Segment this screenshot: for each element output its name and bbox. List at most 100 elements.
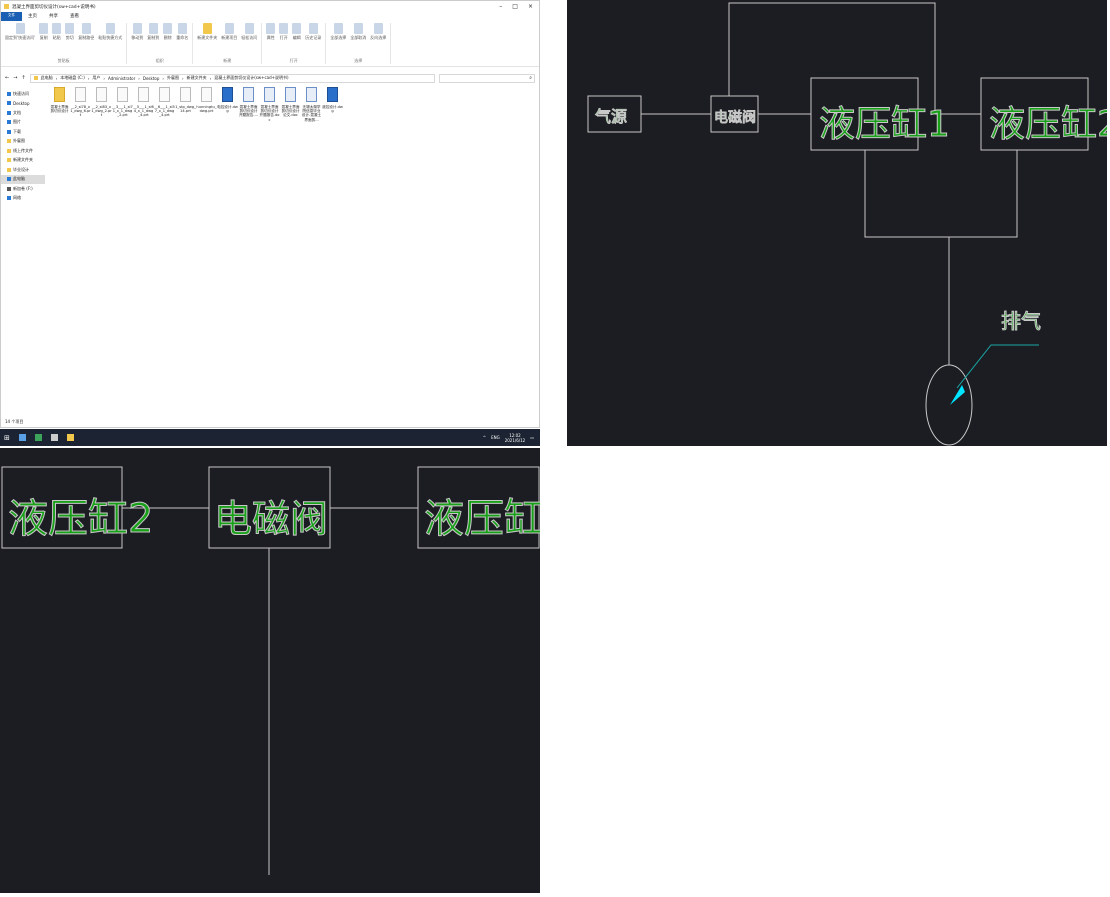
ribbon-button[interactable]: 复制 <box>39 23 49 41</box>
file-item[interactable]: __3___1_sl71_x_1_dwg_2.prt <box>112 87 133 122</box>
ribbon-button-label: 新建项目 <box>221 35 238 40</box>
nav-label: 下载 <box>13 128 21 134</box>
ribbon-button[interactable]: 反向选择 <box>370 23 386 41</box>
tab-home[interactable]: 主页 <box>28 14 37 19</box>
back-button[interactable]: ← <box>5 75 10 81</box>
file-item[interactable]: 混凝土界面剪切仪设计 开题报告-... <box>238 87 259 122</box>
forward-button[interactable]: → <box>13 75 18 81</box>
file-item[interactable]: 混凝土界面剪切仪设计 开题报告.doc <box>259 87 280 122</box>
breadcrumb-item[interactable]: Administrator <box>107 75 136 81</box>
file-item[interactable]: hunningtu_dwg.prt <box>196 87 217 122</box>
file-item[interactable]: __2_sl78_x1_dwg_6.prt <box>70 87 91 122</box>
address-bar[interactable]: 此电脑 › 本地磁盘 (C:) › 用户 › Administrator › Desktop › 外… <box>29 73 435 83</box>
nav-this-pc[interactable]: 此电脑 <box>1 174 45 184</box>
prt-file-icon <box>138 87 149 102</box>
nav-item[interactable]: 下载 <box>1 127 45 137</box>
doc-file-icon <box>306 87 317 102</box>
minimize-button[interactable]: – <box>499 3 503 10</box>
language-indicator[interactable]: ENG <box>491 435 500 440</box>
file-item[interactable]: __2_sl83_x1_dwg_2.prt <box>91 87 112 122</box>
ribbon-icon <box>244 23 254 34</box>
file-item[interactable]: 1_stp_dwg_14.prt <box>175 87 196 122</box>
file-name: 1_stp_dwg_14.prt <box>175 105 196 114</box>
file-item[interactable]: 无锡太湖学院信息毕业设计-混凝土界面剪... <box>301 87 322 122</box>
ribbon-button[interactable]: 粘贴快捷方式 <box>98 23 122 41</box>
ribbon-button[interactable]: 复制到 <box>147 23 159 41</box>
breadcrumb-item[interactable]: 新建文件夹 <box>186 75 207 80</box>
ribbon-button-label: 复制到 <box>147 35 160 40</box>
nav-item[interactable]: 线上传文件 <box>1 146 45 156</box>
nav-network[interactable]: 网络 <box>1 194 45 204</box>
file-item[interactable]: 混凝土界面剪切仪设计 <box>49 87 70 122</box>
date: 2021/6/12 <box>504 437 526 443</box>
chevron-right-icon: › <box>87 75 90 81</box>
breadcrumb-item[interactable]: Desktop <box>142 75 160 81</box>
breadcrumb-item[interactable]: 外雇图 <box>166 75 179 80</box>
tab-file[interactable]: 文件 <box>1 12 22 21</box>
folder-icon <box>7 148 11 153</box>
search-input[interactable]: ⌕ <box>439 73 535 83</box>
start-button[interactable]: ⊞ <box>4 433 10 442</box>
ribbon-button[interactable]: 粘贴 <box>52 23 62 41</box>
ribbon-button-label: 移动到 <box>131 35 144 40</box>
leader-line <box>956 344 1039 389</box>
tab-share[interactable]: 共享 <box>49 14 58 19</box>
chevron-right-icon: › <box>209 75 212 81</box>
file-item[interactable]: 液控设计.dwg <box>322 87 343 122</box>
tab-view[interactable]: 查看 <box>70 14 79 19</box>
ribbon-button[interactable]: 固定到'快速访问' <box>5 23 35 41</box>
ribbon-button[interactable]: 移动到 <box>131 23 143 41</box>
maximize-button[interactable]: □ <box>512 3 518 10</box>
ribbon-button[interactable]: 删除 <box>163 23 173 41</box>
file-item[interactable]: __5___1_sl64_x_1_dwg_4.prt <box>133 87 154 122</box>
breadcrumb-item[interactable]: 用户 <box>92 75 101 80</box>
ribbon-button[interactable]: 复制路径 <box>78 23 94 41</box>
cylinder-1-box <box>417 466 540 549</box>
file-explorer-taskbar-icon[interactable] <box>66 434 74 441</box>
nav-item[interactable]: 外雇图 <box>1 137 45 147</box>
clock[interactable]: 12:02 2021/6/12 <box>505 433 526 443</box>
file-item[interactable]: __6___1_sl57_x_1_dwg_4.prt <box>154 87 175 122</box>
ribbon-button[interactable]: 属性 <box>266 23 276 41</box>
nav-item[interactable]: 图片 <box>1 118 45 128</box>
notification-icon[interactable]: ▭ <box>530 435 534 440</box>
air-source-box <box>587 95 642 133</box>
file-item[interactable]: 电控设计.dwg <box>217 87 238 122</box>
ribbon-button[interactable]: 全部选择 <box>330 23 346 41</box>
ribbon-icon <box>266 23 276 34</box>
nav-drive[interactable]: 新加卷 (F:) <box>1 184 45 194</box>
ribbon-button[interactable]: 打开 <box>279 23 289 41</box>
file-name: __6___1_sl57_x_1_dwg_4.prt <box>154 105 175 118</box>
ribbon-button[interactable]: 编辑 <box>292 23 302 41</box>
ribbon-button[interactable]: 新建项目 <box>221 23 237 41</box>
nav-item[interactable]: 文档 <box>1 108 45 118</box>
tray-chevron-icon[interactable]: ^ <box>482 435 487 440</box>
ribbon-group-label: 新建 <box>223 58 232 63</box>
cylinder-2-label: 液压缸2 <box>8 496 153 542</box>
breadcrumb-item[interactable]: 本地磁盘 (C:) <box>60 75 85 80</box>
ribbon-button[interactable]: 轻松访问 <box>241 23 257 41</box>
app-icon[interactable] <box>50 434 58 441</box>
app-icon[interactable] <box>34 434 42 441</box>
close-button[interactable]: × <box>527 3 533 10</box>
ribbon-button-label: 复制路径 <box>78 35 95 40</box>
nav-item[interactable]: 新建文件夹 <box>1 156 45 166</box>
nav-item[interactable]: Desktop <box>1 99 45 109</box>
nav-label: 外雇图 <box>13 138 25 144</box>
file-item[interactable]: 混凝土界面剪切仪设计 论文.doc <box>280 87 301 122</box>
breadcrumb-item[interactable]: 此电脑 <box>40 75 53 80</box>
ribbon-group: 移动到 复制到 删除 重命名 组织 <box>131 23 194 64</box>
browser-icon[interactable] <box>18 434 26 441</box>
ribbon-button[interactable]: 新建文件夹 <box>197 23 217 41</box>
ribbon-button[interactable]: 剪切 <box>65 23 75 41</box>
taskbar: ⊞ ^ ENG 12:02 2021/6/12 ▭ <box>0 429 540 446</box>
breadcrumb-item[interactable]: 混凝土界面剪切仪设计(sw+cad+说明书) <box>214 75 289 80</box>
ribbon-button[interactable]: 历史记录 <box>305 23 321 41</box>
ribbon-button[interactable]: 重命名 <box>176 23 188 41</box>
up-button[interactable]: ↑ <box>21 75 26 81</box>
file-name: 液控设计.dwg <box>322 105 343 114</box>
nav-quick-access[interactable]: 快速访问 <box>1 89 45 99</box>
nav-label: 图片 <box>13 119 21 125</box>
ribbon-button[interactable]: 全部取消 <box>350 23 366 41</box>
nav-item[interactable]: 毕业设计 <box>1 165 45 175</box>
